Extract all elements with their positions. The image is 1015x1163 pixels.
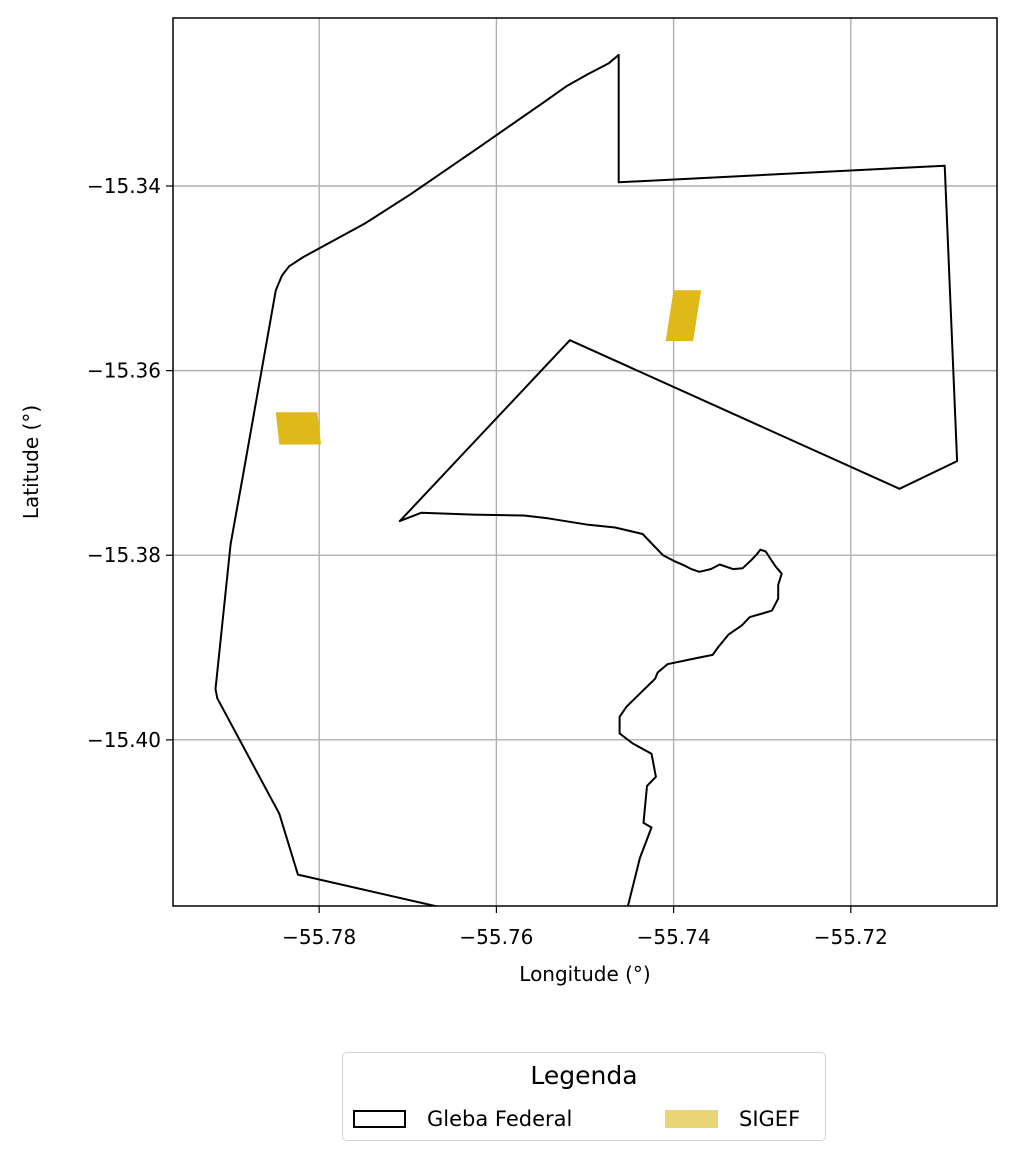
gridlines (173, 18, 997, 906)
x-tick-label: −55.76 (459, 925, 533, 949)
legend-item-sigef: SIGEF (665, 1105, 800, 1133)
sigef-parcel (275, 412, 321, 445)
axis-ticks: −55.78 −55.76 −55.74 −55.72 −15.34 −15.36 −15.… (87, 174, 888, 949)
y-tick-label: −15.34 (87, 174, 161, 198)
plot-frame (172, 17, 998, 907)
legend: Legenda Gleba Federal SIGEF (342, 1052, 826, 1141)
sigef-parcel (665, 290, 702, 342)
legend-label-sigef: SIGEF (739, 1107, 801, 1131)
gleba-federal-boundary (214, 53, 959, 906)
plot-area-background (173, 18, 997, 906)
legend-item-gleba-federal: Gleba Federal (353, 1105, 572, 1133)
legend-title: Legenda (530, 1061, 638, 1090)
y-axis-title: Latitude (°) (19, 405, 43, 519)
map-data (214, 53, 959, 906)
x-tick-label: −55.78 (282, 925, 356, 949)
x-tick-label: −55.74 (637, 925, 711, 949)
x-tick-label: −55.72 (814, 925, 888, 949)
legend-label-gleba-federal: Gleba Federal (427, 1107, 573, 1131)
x-axis-title: Longitude (°) (519, 962, 650, 986)
y-tick-label: −15.38 (87, 543, 161, 567)
gleba-federal-swatch (353, 1110, 406, 1128)
sigef-swatch (665, 1110, 718, 1128)
y-tick-label: −15.40 (87, 728, 161, 752)
y-tick-label: −15.36 (87, 359, 161, 383)
